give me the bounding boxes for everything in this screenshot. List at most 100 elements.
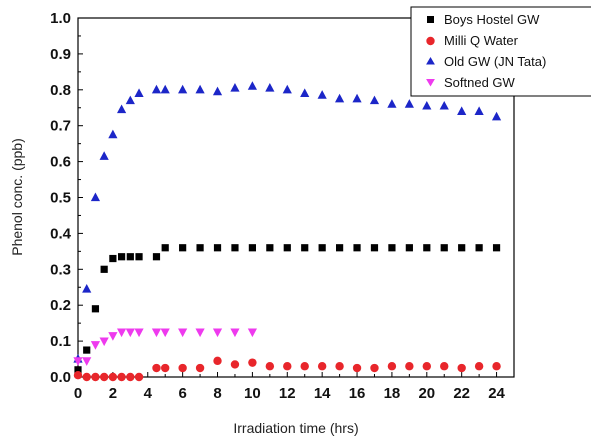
triangle-up-data-point xyxy=(474,106,484,115)
circle-data-point xyxy=(91,372,100,382)
x-tick-label: 16 xyxy=(349,385,366,402)
triangle-down-data-point xyxy=(230,328,240,338)
triangle-up-data-point xyxy=(369,95,380,105)
triangle-up-data-point xyxy=(151,84,162,94)
triangle-down-data-point xyxy=(90,341,101,350)
square-data-point xyxy=(135,253,143,261)
x-tick-label: 0 xyxy=(74,385,82,402)
triangle-up-data-point xyxy=(117,104,127,114)
y-tick-label: 1.0 xyxy=(50,10,71,27)
y-tick-label: 0.2 xyxy=(50,297,71,314)
legend-item-softned-gw: Softned GW xyxy=(426,75,516,90)
circle-data-point xyxy=(492,362,501,371)
triangle-down-marker-icon xyxy=(426,79,435,87)
triangle-down-data-point xyxy=(82,357,92,366)
legend-label: Milli Q Water xyxy=(444,33,519,48)
triangle-down-data-point xyxy=(151,328,162,338)
triangle-up-data-point xyxy=(335,93,345,103)
series-milli-q-water xyxy=(73,356,501,382)
x-tick-label: 8 xyxy=(213,385,221,402)
circle-data-point xyxy=(178,363,187,373)
y-tick-label: 0.1 xyxy=(50,333,71,350)
x-tick-label: 6 xyxy=(178,385,186,402)
square-data-point xyxy=(100,265,108,273)
circle-data-point xyxy=(230,360,240,369)
circle-data-point xyxy=(352,363,362,373)
square-data-point xyxy=(213,244,222,252)
x-tick-label: 18 xyxy=(384,385,401,402)
square-data-point xyxy=(196,244,204,252)
circle-data-point xyxy=(387,362,397,371)
triangle-up-data-point xyxy=(160,84,170,94)
y-tick-label: 0.5 xyxy=(50,190,71,207)
circle-data-point xyxy=(126,372,135,382)
circle-data-point xyxy=(248,358,257,367)
y-tick-label: 0.9 xyxy=(50,46,71,63)
circle-data-point xyxy=(457,363,466,373)
square-data-point xyxy=(492,244,501,252)
square-data-point xyxy=(405,244,413,252)
square-data-point xyxy=(475,244,483,252)
data-series xyxy=(73,81,502,382)
square-data-point xyxy=(370,244,379,252)
square-data-point xyxy=(423,244,431,252)
series-boys-hostel-gw xyxy=(74,244,501,374)
x-tick-label: 12 xyxy=(279,385,296,402)
y-tick-label: 0.0 xyxy=(50,369,71,386)
circle-data-point xyxy=(265,362,275,371)
square-data-point xyxy=(161,244,169,252)
series-softned-gw xyxy=(73,328,257,366)
square-data-point xyxy=(388,244,396,252)
x-tick-label: 20 xyxy=(418,385,435,402)
circle-data-point xyxy=(422,362,431,371)
square-data-point xyxy=(118,253,126,261)
y-tick-label: 0.4 xyxy=(50,225,72,242)
square-data-point xyxy=(91,305,100,313)
square-data-point xyxy=(231,244,239,252)
triangle-up-data-point xyxy=(195,84,205,94)
x-axis: 0 2 4 6 8 10 12 14 16 18 20 22 24 xyxy=(74,372,515,402)
triangle-up-data-point xyxy=(125,95,135,105)
legend-label: Boys Hostel GW xyxy=(444,12,540,27)
square-marker-icon xyxy=(427,16,434,23)
triangle-up-data-point xyxy=(404,99,414,108)
triangle-up-data-point xyxy=(422,100,432,110)
circle-data-point xyxy=(195,363,205,373)
triangle-up-data-point xyxy=(457,106,467,115)
legend: Boys Hostel GW Milli Q Water Old GW (JN … xyxy=(410,6,591,97)
square-data-point xyxy=(266,244,274,252)
legend-box xyxy=(410,6,591,97)
square-data-point xyxy=(248,244,256,252)
triangle-up-marker-icon xyxy=(426,57,435,65)
y-axis: 0.0 0.1 0.2 0.3 0.4 0.5 0.6 0.7 0.8 0.9 1.0 xyxy=(50,10,83,386)
square-data-point xyxy=(74,366,82,374)
triangle-up-data-point xyxy=(178,84,188,94)
x-tick-label: 22 xyxy=(453,385,470,402)
circle-data-point xyxy=(370,363,379,373)
triangle-down-data-point xyxy=(195,328,205,338)
y-tick-label: 0.7 xyxy=(50,118,71,135)
square-data-point xyxy=(283,244,291,252)
square-data-point xyxy=(179,244,187,252)
circle-data-point xyxy=(300,362,309,371)
triangle-up-data-point xyxy=(134,88,144,97)
triangle-up-data-point xyxy=(230,83,240,92)
square-data-point xyxy=(83,346,91,354)
legend-item-milli-q-water: Milli Q Water xyxy=(426,33,519,48)
triangle-up-data-point xyxy=(317,90,327,99)
x-tick-label: 4 xyxy=(144,385,153,402)
triangle-up-data-point xyxy=(212,86,223,96)
circle-data-point xyxy=(213,356,222,366)
square-data-point xyxy=(336,244,344,252)
x-tick-label: 2 xyxy=(109,385,117,402)
circle-marker-icon xyxy=(426,36,435,46)
square-data-point xyxy=(440,244,448,252)
square-data-point xyxy=(318,244,326,252)
circle-data-point xyxy=(474,362,484,371)
triangle-down-data-point xyxy=(108,332,118,341)
triangle-up-data-point xyxy=(439,100,449,110)
triangle-up-data-point xyxy=(82,284,92,293)
y-tick-label: 0.8 xyxy=(50,82,71,99)
triangle-down-data-point xyxy=(73,357,83,366)
x-tick-label: 14 xyxy=(314,385,331,402)
